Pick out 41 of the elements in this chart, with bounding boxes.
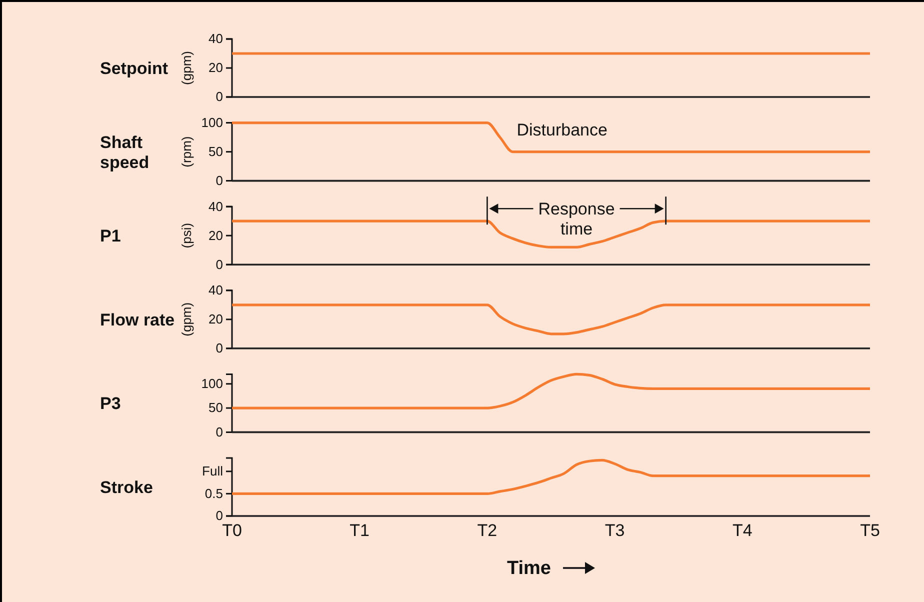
y-tick-label: 100 xyxy=(201,376,223,392)
y-axis-title: (rpm) xyxy=(179,136,194,168)
y-tick-label: 0 xyxy=(216,424,223,440)
x-tick-label: T3 xyxy=(604,521,625,540)
line-series xyxy=(230,372,872,410)
text: Stroke xyxy=(100,478,153,497)
y-axis-title: (psi) xyxy=(179,222,194,248)
y-tick-label: 0 xyxy=(216,89,223,104)
x-axis-title: Time xyxy=(506,558,552,579)
text: P3 xyxy=(100,394,121,414)
y-tick-label: 0 xyxy=(216,172,223,188)
y-tick-label: 0 xyxy=(216,508,223,524)
y-tick-label: 100 xyxy=(201,114,223,130)
text: Shaft speed xyxy=(100,132,150,172)
y-tick-label: 40 xyxy=(208,31,223,46)
x-tick-label: T1 xyxy=(350,521,370,540)
x-tick-label: T4 xyxy=(732,521,752,540)
text: Flow rate xyxy=(100,310,175,330)
x-tick-label: T0 xyxy=(222,521,242,540)
line-series xyxy=(230,220,872,248)
y-tick-label: Full xyxy=(202,464,224,479)
line-series xyxy=(230,458,872,495)
y-tick-label: 40 xyxy=(208,198,223,214)
y-tick-label: 20 xyxy=(208,312,223,327)
y-axis-title: (gpm) xyxy=(179,51,194,85)
y-tick-label: 20 xyxy=(208,60,223,76)
y-tick-label: 40 xyxy=(208,282,223,298)
text: P1 xyxy=(100,226,121,246)
line-series xyxy=(230,304,872,336)
y-tick-label: 50 xyxy=(208,144,223,159)
annotation: Disturbance xyxy=(516,120,608,140)
y-tick-label: 0 xyxy=(216,340,223,356)
y-tick-label: 20 xyxy=(208,228,223,243)
y-tick-label: 50 xyxy=(208,400,223,416)
x-tick-label: T2 xyxy=(477,521,498,540)
y-tick-label: 0 xyxy=(216,256,223,272)
y-axis-title: (gpm) xyxy=(179,302,194,336)
annotation: Response time xyxy=(538,200,615,239)
text: Setpoint xyxy=(100,59,168,78)
y-tick-label: 0.5 xyxy=(204,486,223,501)
x-tick-label: T5 xyxy=(860,521,880,540)
